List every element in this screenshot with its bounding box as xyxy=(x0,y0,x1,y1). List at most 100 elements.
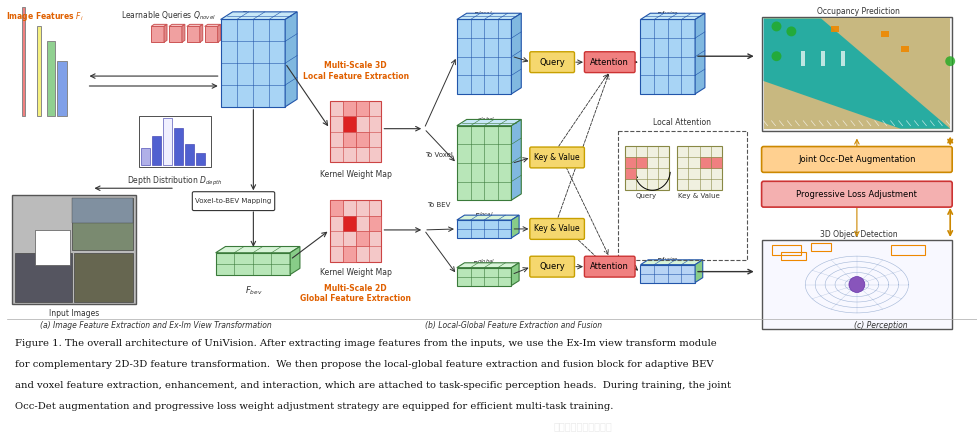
Bar xyxy=(330,200,343,216)
Bar xyxy=(195,153,205,165)
Bar xyxy=(901,46,909,52)
Polygon shape xyxy=(457,120,522,126)
Circle shape xyxy=(772,22,782,31)
Bar xyxy=(22,7,25,116)
Text: Voxel-to-BEV Mapping: Voxel-to-BEV Mapping xyxy=(195,198,272,204)
Bar xyxy=(831,26,839,32)
FancyBboxPatch shape xyxy=(762,146,953,172)
Bar xyxy=(891,245,925,255)
Polygon shape xyxy=(641,260,702,265)
Text: Query: Query xyxy=(636,193,657,199)
Text: 3D Object Detection: 3D Object Detection xyxy=(820,230,898,239)
Bar xyxy=(457,220,511,238)
Bar xyxy=(37,26,41,116)
Text: Progressive Loss Adjustment: Progressive Loss Adjustment xyxy=(796,190,917,199)
Bar xyxy=(782,252,806,260)
Bar xyxy=(772,245,801,255)
Text: Query: Query xyxy=(539,58,565,67)
Text: Learnable Queries $Q_{novel}$: Learnable Queries $Q_{novel}$ xyxy=(120,10,215,22)
Text: Query: Query xyxy=(539,262,565,271)
Text: $F_{voxel}^{fusion}$: $F_{voxel}^{fusion}$ xyxy=(656,10,679,24)
Polygon shape xyxy=(221,12,297,19)
Text: To Voxel: To Voxel xyxy=(425,153,453,158)
Bar xyxy=(811,243,831,251)
Polygon shape xyxy=(457,13,522,19)
Bar xyxy=(139,116,211,168)
Text: $F_{bev}^{fusion}$: $F_{bev}^{fusion}$ xyxy=(656,255,679,269)
Bar xyxy=(624,146,669,190)
Polygon shape xyxy=(199,24,203,42)
Polygon shape xyxy=(511,120,522,200)
Bar xyxy=(677,146,722,190)
Text: Kernel Weight Map: Kernel Weight Map xyxy=(319,268,392,277)
Bar xyxy=(185,144,193,165)
Polygon shape xyxy=(218,24,221,42)
Bar xyxy=(636,157,647,168)
Text: (c) Perception: (c) Perception xyxy=(854,321,908,330)
FancyBboxPatch shape xyxy=(192,192,275,210)
Bar xyxy=(216,253,290,275)
Text: $F_{bev}^{local}$: $F_{bev}^{local}$ xyxy=(474,210,493,225)
Text: Multi-Scale 2D
Global Feature Extraction: Multi-Scale 2D Global Feature Extraction xyxy=(300,284,411,303)
Text: $F_{voxel}$: $F_{voxel}$ xyxy=(241,10,264,22)
Polygon shape xyxy=(285,12,297,107)
Bar xyxy=(343,132,356,147)
Text: 公众号：自动驾驶之心: 公众号：自动驾驶之心 xyxy=(554,422,613,431)
Polygon shape xyxy=(511,215,519,238)
Polygon shape xyxy=(511,13,522,94)
Polygon shape xyxy=(187,24,203,26)
Polygon shape xyxy=(216,247,300,253)
Text: Joint Occ-Det Augmentation: Joint Occ-Det Augmentation xyxy=(798,155,915,164)
Bar xyxy=(152,136,161,165)
Polygon shape xyxy=(457,263,519,268)
Bar xyxy=(47,41,55,116)
Bar xyxy=(801,51,805,66)
FancyBboxPatch shape xyxy=(584,52,635,73)
Circle shape xyxy=(786,26,796,36)
Text: Attention: Attention xyxy=(590,58,629,67)
Bar xyxy=(624,168,636,179)
FancyBboxPatch shape xyxy=(530,52,574,73)
Bar xyxy=(57,61,66,116)
Bar xyxy=(641,19,695,94)
Polygon shape xyxy=(205,24,221,26)
Text: Key & Value: Key & Value xyxy=(534,153,580,162)
Text: Key & Value: Key & Value xyxy=(534,224,580,233)
Bar xyxy=(187,26,199,42)
Polygon shape xyxy=(695,13,705,94)
Polygon shape xyxy=(764,19,951,129)
Polygon shape xyxy=(511,263,519,285)
Bar xyxy=(174,128,183,165)
Text: Occupancy Prediction: Occupancy Prediction xyxy=(818,7,901,15)
Bar xyxy=(221,19,285,107)
Bar xyxy=(330,200,381,262)
Bar xyxy=(343,116,356,132)
Bar xyxy=(880,31,889,37)
Bar xyxy=(764,19,951,129)
Bar xyxy=(617,131,746,260)
Bar xyxy=(73,253,133,303)
Circle shape xyxy=(772,51,782,61)
Text: $F_{bev}^{global}$: $F_{bev}^{global}$ xyxy=(472,258,495,274)
Text: Key & Value: Key & Value xyxy=(678,193,720,199)
Circle shape xyxy=(945,56,956,66)
Bar xyxy=(15,253,71,303)
Text: Occ-Det augmentation and progressive loss weight adjustment strategy are equippe: Occ-Det augmentation and progressive los… xyxy=(15,402,614,411)
Bar xyxy=(710,157,722,168)
Bar xyxy=(205,26,218,42)
Bar xyxy=(356,132,368,147)
Bar xyxy=(762,240,953,329)
Polygon shape xyxy=(457,215,519,220)
Bar xyxy=(457,126,511,200)
FancyBboxPatch shape xyxy=(584,256,635,277)
Text: Attention: Attention xyxy=(590,262,629,271)
Bar xyxy=(343,247,356,262)
Polygon shape xyxy=(290,247,300,275)
Text: for complementary 2D-3D feature transformation.  We then propose the local-globa: for complementary 2D-3D feature transfor… xyxy=(15,360,714,369)
Polygon shape xyxy=(641,13,705,19)
Bar xyxy=(169,26,182,42)
Bar xyxy=(821,51,826,66)
Polygon shape xyxy=(695,260,702,283)
FancyBboxPatch shape xyxy=(530,256,574,277)
Bar xyxy=(641,265,695,283)
